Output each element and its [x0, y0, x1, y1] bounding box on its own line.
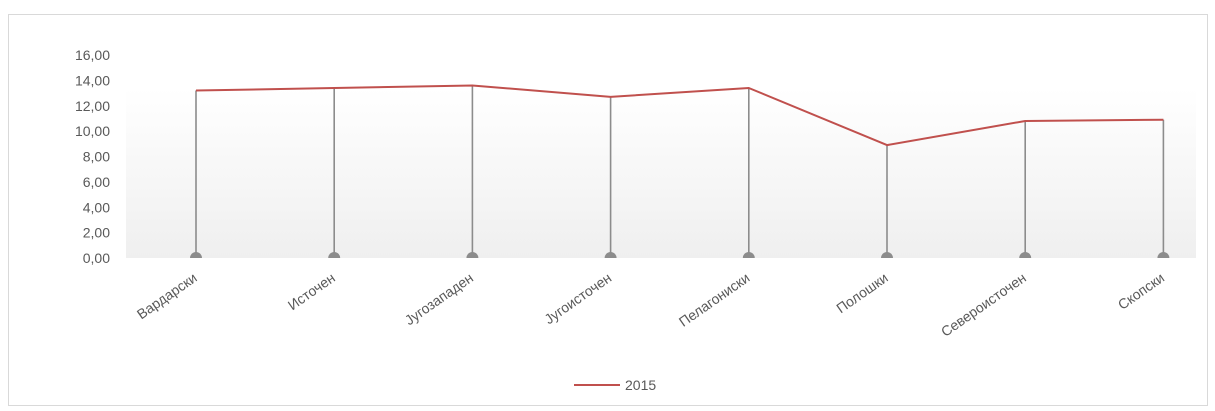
legend: 2015	[574, 377, 656, 393]
y-tick-label: 14,00	[75, 72, 110, 88]
x-category-label: Североисточен	[938, 269, 1029, 339]
y-tick-label: 8,00	[83, 149, 110, 165]
legend-label: 2015	[625, 377, 656, 393]
drop-line-base-marker	[1019, 252, 1032, 258]
drop-line-base-marker	[328, 252, 341, 258]
y-tick-label: 0,00	[83, 250, 110, 266]
x-category-label: Полошки	[833, 269, 890, 316]
y-tick-label: 4,00	[83, 199, 110, 215]
x-category-label: Источен	[285, 269, 338, 313]
series-layer	[195, 84, 1164, 147]
drop-line-base-marker	[742, 252, 755, 258]
drop-line-base-marker	[881, 252, 893, 258]
y-axis: 0,00 2,00 4,00 6,00 8,00 10,00 12,00 14,00 16,00	[75, 47, 110, 266]
drop-line-base-marker	[1157, 252, 1170, 258]
x-category-label: Пелагониски	[676, 269, 753, 329]
y-tick-label: 2,00	[83, 225, 110, 241]
x-category-label: Скопски	[1115, 269, 1167, 312]
y-tick-label: 6,00	[83, 174, 110, 190]
x-axis: Вардарски Источен Југозападен Југоисточен Пе…	[134, 269, 1167, 339]
y-tick-label: 16,00	[75, 47, 110, 63]
x-category-label: Југозападен	[402, 269, 476, 328]
x-category-label: Вардарски	[134, 269, 200, 322]
drop-line-base-marker	[190, 252, 202, 258]
y-tick-label: 10,00	[75, 123, 110, 139]
series-line	[195, 84, 1164, 147]
drop-line-base-marker	[604, 252, 617, 258]
drop-line-base-marker	[466, 252, 479, 258]
x-category-label: Југоисточен	[541, 269, 614, 327]
drop-lines	[190, 85, 1170, 258]
plot-area	[126, 88, 1196, 258]
y-tick-label: 12,00	[75, 98, 110, 114]
